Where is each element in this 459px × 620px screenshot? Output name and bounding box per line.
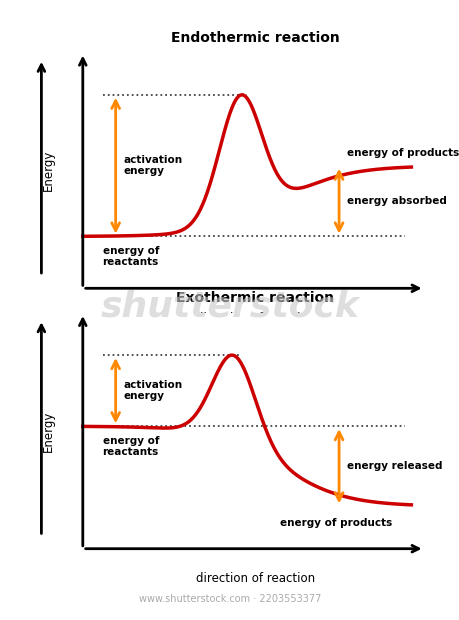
Text: direction of reaction: direction of reaction bbox=[196, 572, 314, 585]
Text: energy released: energy released bbox=[347, 461, 442, 471]
Text: activation
energy: activation energy bbox=[123, 380, 183, 402]
Text: shutterstock: shutterstock bbox=[101, 290, 358, 324]
Text: Energy: Energy bbox=[42, 410, 55, 451]
Text: activation
energy: activation energy bbox=[123, 155, 183, 177]
Text: energy of products: energy of products bbox=[347, 148, 459, 157]
Text: www.shutterstock.com · 2203553377: www.shutterstock.com · 2203553377 bbox=[139, 595, 320, 604]
Text: energy of products: energy of products bbox=[280, 518, 392, 528]
Text: Energy: Energy bbox=[42, 150, 55, 191]
Text: direction of reaction: direction of reaction bbox=[196, 312, 314, 325]
Title: Exothermic reaction: Exothermic reaction bbox=[176, 291, 334, 305]
Text: energy absorbed: energy absorbed bbox=[347, 196, 446, 206]
Title: Endothermic reaction: Endothermic reaction bbox=[171, 30, 339, 45]
Text: energy of
reactants: energy of reactants bbox=[102, 246, 159, 267]
Text: energy of
reactants: energy of reactants bbox=[102, 436, 159, 457]
